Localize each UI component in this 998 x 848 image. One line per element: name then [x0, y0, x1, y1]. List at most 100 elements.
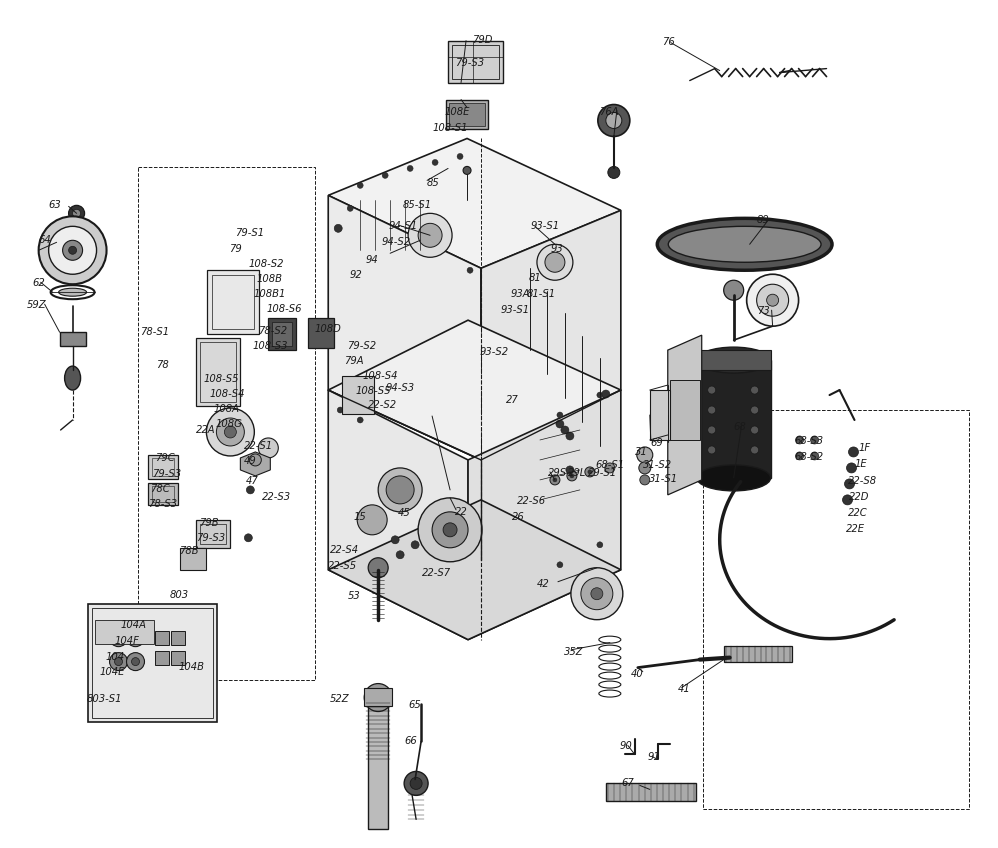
Circle shape: [457, 153, 463, 159]
Text: 803: 803: [170, 589, 189, 600]
Circle shape: [750, 386, 758, 394]
Polygon shape: [328, 195, 481, 460]
Circle shape: [750, 426, 758, 434]
Circle shape: [49, 226, 97, 274]
Circle shape: [115, 657, 123, 666]
Circle shape: [537, 244, 573, 280]
Text: 22D: 22D: [848, 492, 869, 502]
Circle shape: [382, 172, 388, 178]
Circle shape: [357, 505, 387, 535]
Text: 91: 91: [648, 752, 661, 762]
Circle shape: [410, 778, 422, 789]
Circle shape: [561, 426, 569, 434]
Text: 108-S5: 108-S5: [355, 386, 390, 396]
Circle shape: [708, 446, 716, 454]
Circle shape: [557, 412, 563, 418]
Ellipse shape: [697, 465, 770, 491]
Circle shape: [127, 628, 145, 647]
Bar: [153, 458, 175, 476]
Bar: [149, 455, 179, 479]
Text: 94-S2: 94-S2: [381, 237, 410, 248]
Circle shape: [724, 280, 744, 300]
Circle shape: [848, 447, 858, 457]
Bar: [95, 620, 155, 644]
Circle shape: [640, 475, 650, 485]
Bar: [272, 322, 292, 346]
Circle shape: [132, 657, 140, 666]
Text: 42: 42: [537, 578, 550, 589]
Bar: [153, 486, 175, 502]
Bar: [308, 318, 334, 349]
Text: 79D: 79D: [472, 35, 493, 45]
Bar: [697, 350, 770, 370]
Text: 79-S3: 79-S3: [455, 58, 484, 68]
Text: 22-S7: 22-S7: [422, 568, 451, 577]
Text: 47: 47: [246, 476, 258, 486]
Text: 79-S3: 79-S3: [153, 469, 182, 479]
Circle shape: [556, 420, 564, 428]
Circle shape: [127, 653, 145, 671]
Bar: [213, 276, 254, 329]
Polygon shape: [481, 210, 621, 460]
Bar: [156, 650, 170, 665]
Circle shape: [567, 471, 577, 481]
Circle shape: [110, 628, 128, 647]
Circle shape: [591, 588, 603, 600]
Circle shape: [750, 406, 758, 414]
Circle shape: [396, 551, 404, 559]
Bar: [368, 700, 388, 829]
Circle shape: [639, 462, 651, 474]
Bar: [446, 99, 488, 130]
Circle shape: [708, 426, 716, 434]
Text: 22-S5: 22-S5: [328, 561, 357, 571]
Text: 108B1: 108B1: [253, 289, 285, 299]
Circle shape: [550, 475, 560, 485]
Bar: [208, 271, 259, 334]
Circle shape: [605, 463, 615, 473]
Circle shape: [247, 486, 254, 494]
Circle shape: [581, 577, 613, 610]
Text: 108-S5: 108-S5: [204, 374, 239, 384]
Circle shape: [842, 495, 852, 505]
Text: 93-S1: 93-S1: [531, 221, 560, 232]
Text: 79-S3: 79-S3: [197, 533, 226, 543]
Text: 68-S2: 68-S2: [794, 452, 823, 462]
Text: 15: 15: [353, 512, 366, 522]
Text: 108G: 108G: [216, 419, 243, 429]
Text: 93: 93: [551, 244, 564, 254]
Circle shape: [347, 205, 353, 211]
Text: 94: 94: [365, 255, 378, 265]
Text: 65: 65: [408, 700, 421, 710]
Ellipse shape: [669, 226, 821, 262]
Polygon shape: [328, 321, 621, 460]
Text: 35Z: 35Z: [564, 647, 584, 656]
Text: 104F: 104F: [115, 636, 140, 645]
Text: 31-S1: 31-S1: [649, 474, 678, 484]
Bar: [606, 784, 696, 801]
Text: 79B: 79B: [200, 518, 219, 527]
Bar: [181, 548, 207, 570]
Text: 85-S1: 85-S1: [403, 200, 432, 210]
Bar: [201, 342, 237, 402]
Circle shape: [357, 417, 363, 423]
Text: 79C: 79C: [156, 453, 176, 463]
Circle shape: [708, 406, 716, 414]
Text: 40: 40: [631, 668, 644, 678]
Polygon shape: [468, 390, 621, 639]
Circle shape: [418, 223, 442, 248]
Text: 108B: 108B: [256, 274, 282, 284]
Text: 22-S3: 22-S3: [262, 492, 291, 502]
Text: 22: 22: [455, 507, 468, 517]
Text: 90: 90: [620, 741, 633, 751]
Polygon shape: [241, 452, 270, 476]
Circle shape: [846, 463, 856, 473]
Circle shape: [391, 536, 399, 544]
Text: 29S: 29S: [548, 468, 567, 478]
Text: 94-S3: 94-S3: [385, 383, 414, 393]
Circle shape: [207, 408, 254, 456]
Circle shape: [357, 182, 363, 188]
Text: 108-S3: 108-S3: [252, 341, 287, 351]
Text: 104: 104: [106, 651, 125, 661]
Text: 1F: 1F: [858, 443, 870, 453]
Circle shape: [245, 534, 252, 542]
